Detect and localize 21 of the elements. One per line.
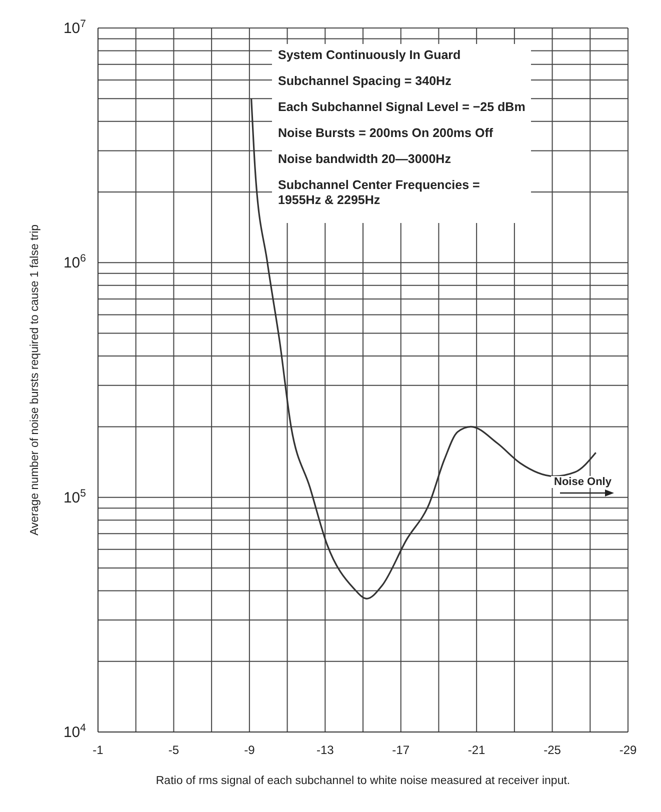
annotation: Subchannel Center Frequencies = 1955Hz & 2295Hz <box>278 178 481 208</box>
annotation: System Continuously In Guard <box>278 48 462 63</box>
y-tick-label: 10$^{5}$ <box>63 487 86 506</box>
x-tick-label: -1 <box>92 743 104 757</box>
annotation: Noise bandwidth 20—3000Hz <box>278 152 452 167</box>
x-tick-label: -25 <box>544 743 562 757</box>
y-tick-label: 10$^{6}$ <box>63 252 86 272</box>
x-tick-label: -13 <box>316 743 334 757</box>
annotation: Subchannel Spacing = 340Hz <box>278 74 452 89</box>
x-tick-label: -9 <box>244 743 256 757</box>
x-axis-title: Ratio of rms signal of each subchannel to white noise measured at receiver input. <box>156 775 570 787</box>
y-tick-label: 10$^{7}$ <box>63 18 86 37</box>
annotation: Noise Bursts = 200ms On 200ms Off <box>278 126 494 141</box>
y-axis-title: Average number of noise bursts required to cause 1 false trip <box>29 224 42 536</box>
annotation: Noise Only <box>554 476 612 488</box>
x-tick-label: -29 <box>619 743 637 757</box>
x-tick-label: -21 <box>468 743 486 757</box>
x-tick-label: -5 <box>168 743 180 757</box>
annotation: Each Subchannel Signal Level = −25 dBm <box>278 100 526 115</box>
x-tick-label: -17 <box>392 743 410 757</box>
y-tick-label: 10$^{4}$ <box>63 722 86 741</box>
